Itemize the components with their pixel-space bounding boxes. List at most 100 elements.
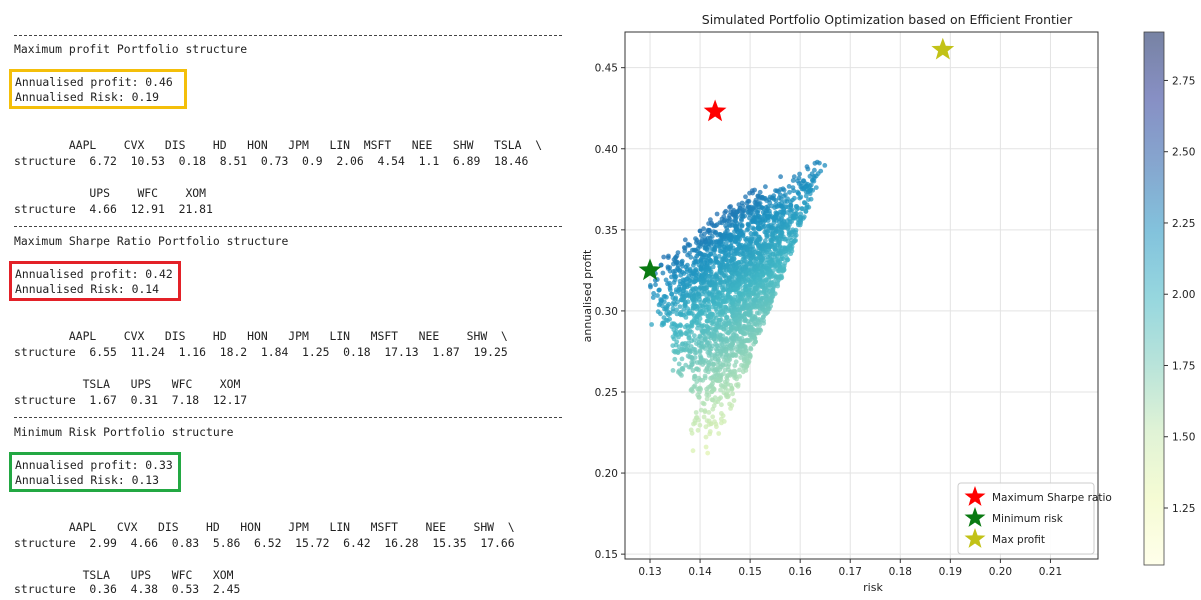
scatter-point — [685, 353, 691, 359]
scatter-point — [798, 194, 804, 200]
scatter-point — [745, 204, 751, 210]
scatter-point — [712, 419, 717, 424]
plot-frame — [624, 31, 1099, 560]
scatter-point — [704, 418, 710, 424]
y-tick-label: 0.30 — [595, 306, 618, 318]
x-tick-label: 0.16 — [788, 566, 812, 578]
scatter-point — [773, 210, 779, 216]
maximum-sharpe-ratio-star — [703, 99, 727, 122]
legend-star-minimum-risk — [964, 507, 986, 527]
scatter-point — [795, 189, 800, 195]
table-header: AAPL CVX DIS HD HON JPM LIN MSFT NEE SHW… — [14, 329, 508, 343]
scatter-point — [648, 283, 653, 288]
scatter-point — [773, 202, 779, 208]
scatter-point — [763, 238, 768, 244]
scatter-point — [743, 296, 748, 302]
scatter-point — [702, 408, 708, 413]
scatter-point — [695, 427, 701, 433]
scatter-point — [722, 367, 728, 373]
scatter-point — [690, 368, 696, 373]
scatter-point — [697, 353, 703, 359]
scatter-point — [822, 163, 828, 168]
scatter-point — [707, 429, 713, 434]
scatter-point — [675, 250, 681, 256]
scatter-point — [702, 297, 708, 303]
scatter-point — [655, 293, 660, 298]
scatter-point — [697, 333, 703, 339]
scatter-point — [778, 174, 783, 180]
colorbar-tick-label: 1.25 — [1172, 503, 1195, 515]
colorbar-tick-label: 2.50 — [1172, 147, 1195, 159]
table-row: structure 0.36 4.38 0.53 2.45 — [14, 582, 241, 596]
min-risk-annualised-profit: Annualised profit: 0.33 — [15, 458, 173, 472]
scatter-point — [699, 237, 705, 243]
scatter-point — [748, 345, 753, 351]
scatter-point — [710, 264, 716, 270]
max-profit-highlight-box: Annualised profit: 0.46 Annualised Risk:… — [9, 69, 187, 109]
scatter-point — [792, 195, 797, 201]
scatter-point — [671, 269, 676, 274]
scatter-point — [718, 382, 724, 388]
scatter-point — [739, 362, 744, 368]
y-axis-label: annualised profit — [581, 249, 594, 342]
scatter-point — [809, 171, 815, 177]
scatter-point — [701, 335, 707, 340]
scatter-point — [678, 310, 684, 315]
scatter-point — [678, 329, 683, 335]
scatter-point — [670, 295, 676, 301]
table-header: AAPL CVX DIS HD HON JPM LIN MSFT NEE SHW… — [14, 520, 515, 534]
scatter-point — [738, 305, 744, 310]
scatter-point — [688, 427, 694, 433]
table-row: structure 2.99 4.66 0.83 5.86 6.52 15.72… — [14, 536, 515, 550]
scatter-point — [723, 336, 729, 341]
efficient-frontier-chart: Simulated Portfolio Optimization based o… — [581, 12, 1195, 594]
scatter-point — [732, 363, 738, 368]
scatter-point — [746, 351, 752, 357]
separator-line — [14, 226, 562, 227]
scatter-point — [796, 175, 802, 181]
chart-title: Simulated Portfolio Optimization based o… — [702, 12, 1073, 27]
scatter-point — [691, 260, 697, 265]
scatter-point — [688, 344, 694, 349]
y-tick-label: 0.35 — [595, 225, 618, 237]
scatter-point — [743, 242, 749, 247]
scatter-point — [766, 223, 771, 229]
scatter-point — [658, 262, 664, 268]
scatter-point — [685, 262, 690, 268]
scatter-point — [719, 402, 724, 408]
scatter-point — [712, 395, 718, 401]
scatter-point — [655, 309, 661, 315]
table-row: structure 4.66 12.91 21.81 — [14, 202, 213, 216]
scatter-point — [679, 258, 685, 264]
min-risk-annualised-risk: Annualised Risk: 0.13 — [15, 473, 160, 487]
x-axis-label: risk — [863, 581, 883, 594]
scatter-point — [692, 373, 698, 379]
scatter-point — [755, 193, 761, 199]
scatter-point — [670, 368, 676, 373]
scatter-point — [724, 262, 729, 268]
scatter-point — [745, 198, 751, 204]
section-title-min-risk: Minimum Risk Portfolio structure — [14, 425, 234, 439]
scatter-point — [718, 332, 723, 338]
scatter-point — [650, 295, 656, 300]
max-sharpe-annualised-risk: Annualised Risk: 0.14 — [15, 282, 160, 296]
scatter-point — [731, 398, 737, 403]
y-tick-label: 0.25 — [595, 387, 618, 399]
table-header: TSLA UPS WFC XOM — [14, 568, 234, 582]
scatter-point — [680, 341, 685, 347]
scatter-point — [705, 450, 711, 456]
scatter-point — [791, 174, 797, 180]
scatter-point — [711, 229, 717, 235]
x-tick-label: 0.21 — [1039, 566, 1062, 578]
colorbar-tick-label: 2.75 — [1172, 75, 1195, 87]
scatter-point — [705, 227, 711, 233]
scatter-point — [665, 264, 671, 270]
scatter-point — [693, 415, 699, 421]
y-tick-label: 0.45 — [595, 63, 618, 75]
scatter-point — [733, 359, 739, 365]
scatter-point — [725, 373, 731, 378]
scatter-point — [727, 204, 732, 210]
scatter-point — [735, 344, 740, 349]
scatter-point — [670, 306, 676, 312]
scatter-point — [685, 241, 691, 247]
